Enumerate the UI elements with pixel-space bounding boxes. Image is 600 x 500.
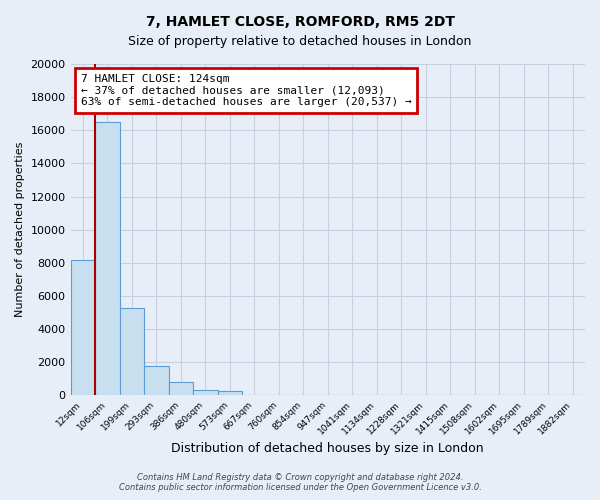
Text: Contains HM Land Registry data © Crown copyright and database right 2024.
Contai: Contains HM Land Registry data © Crown c…	[119, 473, 481, 492]
Text: Size of property relative to detached houses in London: Size of property relative to detached ho…	[128, 35, 472, 48]
Bar	[144, 366, 169, 396]
Bar	[71, 260, 95, 396]
X-axis label: Distribution of detached houses by size in London: Distribution of detached houses by size …	[172, 442, 484, 455]
Bar	[119, 308, 144, 396]
Bar	[193, 390, 218, 396]
Text: 7 HAMLET CLOSE: 124sqm
← 37% of detached houses are smaller (12,093)
63% of semi: 7 HAMLET CLOSE: 124sqm ← 37% of detached…	[81, 74, 412, 107]
Y-axis label: Number of detached properties: Number of detached properties	[15, 142, 25, 318]
Text: 7, HAMLET CLOSE, ROMFORD, RM5 2DT: 7, HAMLET CLOSE, ROMFORD, RM5 2DT	[146, 15, 455, 29]
Bar	[218, 391, 242, 396]
Bar	[169, 382, 193, 396]
Bar	[95, 122, 119, 396]
